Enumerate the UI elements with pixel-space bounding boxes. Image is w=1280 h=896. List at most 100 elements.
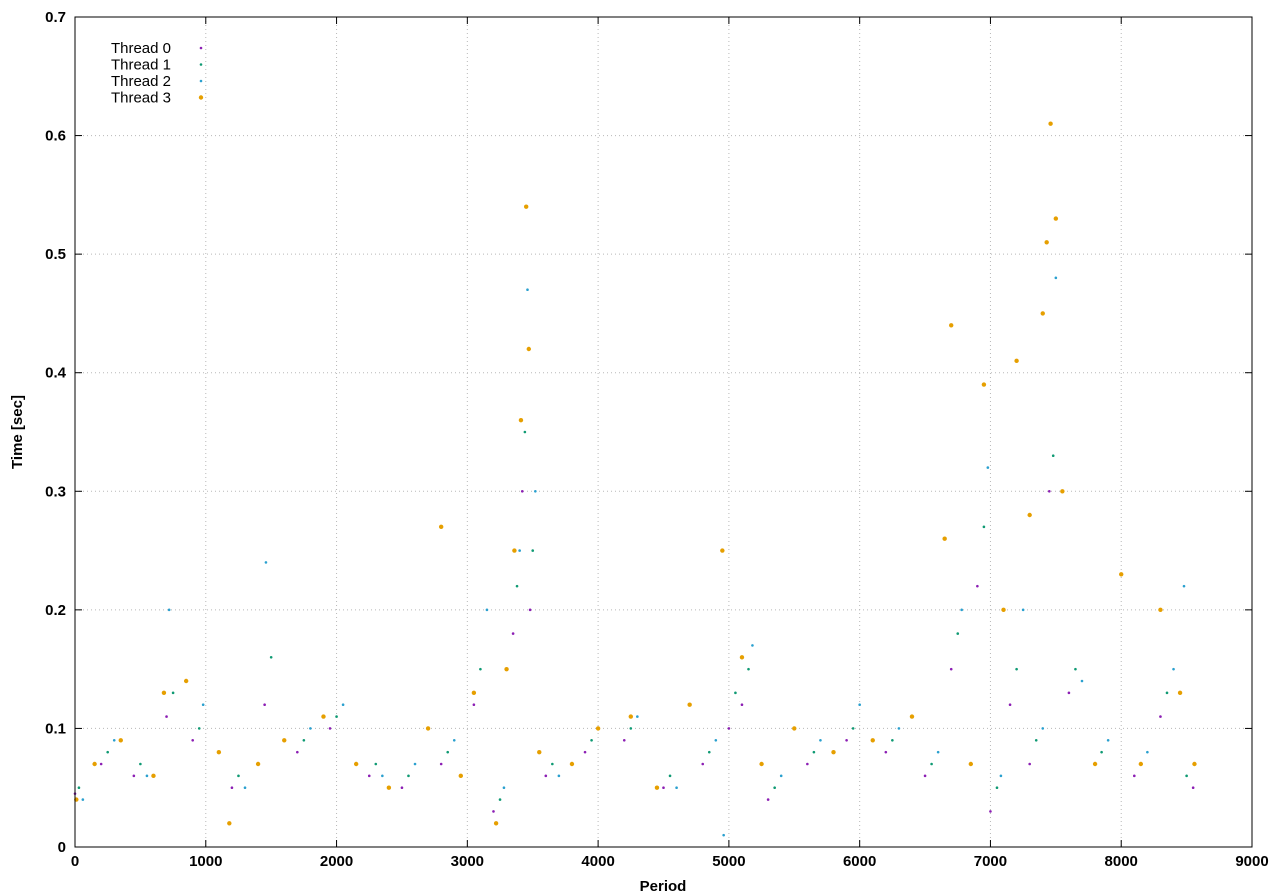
thread-2-point	[243, 786, 247, 790]
thread-2-point	[112, 738, 116, 742]
thread-2-point	[1080, 679, 1084, 683]
thread-3-point	[1001, 607, 1006, 613]
thread-3-point	[518, 417, 524, 423]
thread-3-point	[1138, 761, 1144, 767]
thread-3-point	[353, 761, 359, 767]
thread-1-point	[995, 786, 999, 790]
thread-3-point	[118, 738, 123, 743]
thread-1-point	[171, 691, 175, 695]
thread-0-point	[1067, 691, 1071, 695]
thread-1-point	[956, 632, 960, 635]
thread-0-point	[727, 727, 731, 730]
thread-0-point	[845, 738, 848, 742]
thread-0-point	[923, 774, 927, 778]
thread-3-point	[537, 749, 542, 755]
thread-2-point	[858, 703, 861, 707]
thread-1-point	[1074, 667, 1077, 671]
thread-0-point	[472, 703, 476, 707]
thread-3-point	[792, 726, 797, 731]
thread-1-point	[1185, 774, 1188, 778]
thread-0-point	[99, 762, 103, 766]
thread-0-point	[1047, 489, 1051, 493]
plot-frame	[74, 16, 1253, 848]
thread-3-point	[1119, 572, 1124, 577]
thread-2-point	[986, 466, 990, 469]
thread-2-point	[1182, 584, 1186, 588]
thread-1-point	[479, 667, 482, 671]
thread-3-point	[1060, 489, 1065, 494]
y-axis-title: Time [sec]	[9, 395, 26, 469]
thread-3-point	[1192, 761, 1197, 767]
thread-0-point	[806, 762, 809, 766]
thread-2-point	[960, 608, 963, 612]
legend-label-thread-1: Thread 1	[111, 57, 171, 74]
thread-0-point	[662, 786, 665, 790]
thread-3-point	[183, 678, 189, 684]
thread-1-point	[1165, 691, 1169, 695]
thread-3-point	[425, 726, 431, 731]
thread-2-point	[309, 727, 312, 730]
thread-2-point	[502, 786, 506, 790]
thread-1-point	[446, 750, 450, 754]
thread-3-point	[687, 702, 692, 707]
thread-3-point	[595, 726, 601, 731]
thread-3-point	[1014, 358, 1019, 364]
y-tick-label: 0.6	[45, 128, 66, 145]
thread-2-point	[201, 703, 205, 707]
thread-2-point	[518, 549, 521, 552]
thread-3-point	[739, 655, 745, 660]
thread-0-point	[544, 774, 548, 778]
thread-1-point	[1034, 738, 1038, 742]
y-tick-label: 0.5	[45, 246, 66, 263]
thread-0-point	[263, 703, 266, 707]
thread-3-point	[968, 761, 974, 767]
thread-3-point	[512, 548, 517, 553]
thread-1-point	[551, 762, 554, 766]
thread-0-point	[132, 774, 136, 778]
thread-3-point	[321, 714, 326, 719]
y-tick-label: 0.4	[45, 365, 67, 382]
thread-1-point	[747, 667, 750, 671]
thread-1-point	[335, 715, 338, 718]
thread-1-point	[1015, 667, 1018, 671]
thread-1-point	[77, 786, 81, 790]
thread-0-point	[400, 786, 404, 790]
thread-0-point	[1028, 762, 1031, 766]
thread-0-point	[949, 667, 953, 671]
x-tick-label: 7000	[974, 853, 1007, 870]
x-tick-label: 9000	[1235, 853, 1268, 870]
y-tick-label: 0	[58, 839, 66, 856]
legend-marker-thread-3	[198, 95, 204, 100]
thread-3-point	[255, 761, 261, 767]
thread-3-point	[493, 821, 499, 826]
thread-1-point	[407, 774, 410, 778]
thread-3-point	[282, 738, 287, 743]
thread-0-point	[328, 727, 332, 730]
thread-2-point	[167, 608, 171, 612]
thread-2-point	[722, 833, 725, 837]
thread-0-point	[701, 762, 705, 766]
thread-3-point	[1040, 311, 1045, 316]
x-axis-tick-labels: 0 1000 2000 3000 4000 5000 6000 7000 8000 9000	[71, 853, 1269, 870]
thread-1-point	[851, 727, 855, 730]
thread-2-point	[714, 738, 718, 742]
thread-1-point	[523, 430, 527, 434]
x-tick-label: 5000	[712, 853, 745, 870]
thread-0-point	[1191, 786, 1195, 790]
thread-1-point	[629, 727, 633, 730]
thread-0-point	[1133, 774, 1136, 778]
thread-3-point	[526, 346, 531, 352]
thread-1-point	[269, 655, 273, 659]
thread-3-point	[151, 773, 156, 779]
thread-2-point	[1041, 727, 1045, 730]
thread-3-point	[654, 785, 660, 790]
thread-0-point	[492, 810, 495, 813]
thread-3-point	[1092, 761, 1098, 767]
thread-3-point	[504, 666, 509, 672]
thread-0-point	[191, 738, 194, 742]
thread-0-point	[230, 786, 234, 790]
thread-1-point	[707, 750, 711, 754]
thread-0-point	[296, 750, 299, 754]
thread-3-point	[628, 714, 634, 719]
